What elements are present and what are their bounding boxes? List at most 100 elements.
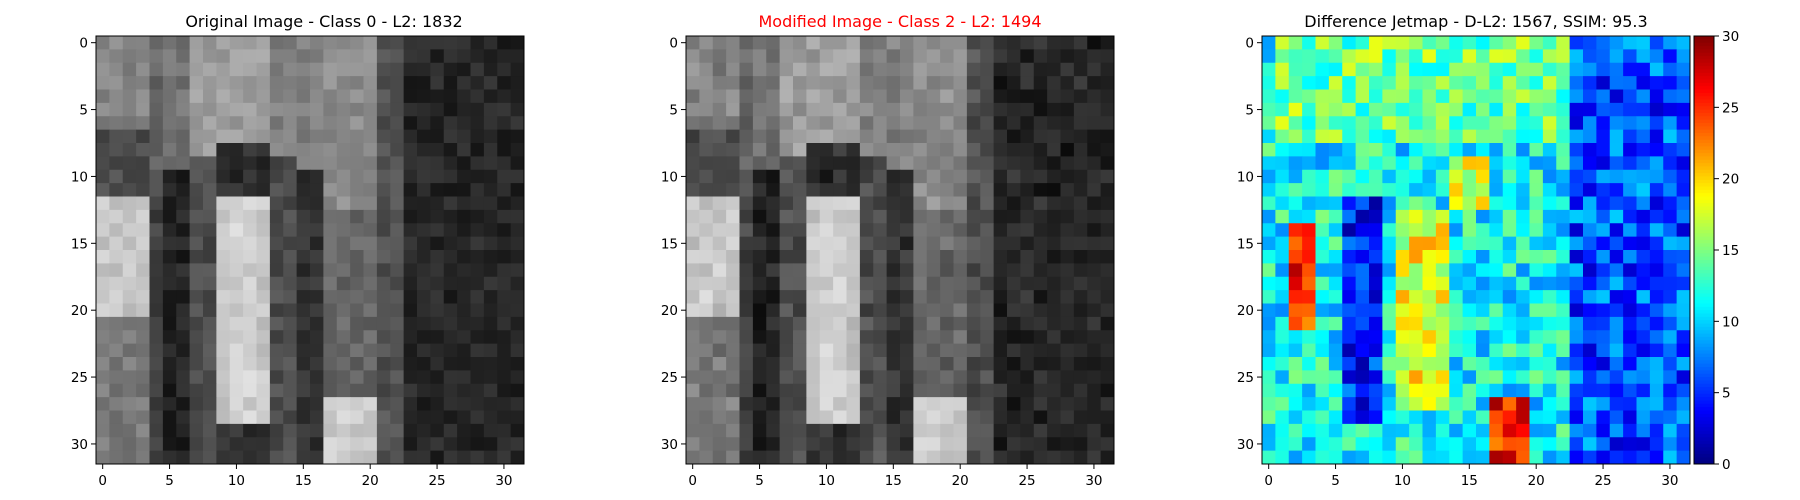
colorbar-step [1694, 360, 1714, 365]
pixel-cell [980, 250, 995, 264]
pixel-cell [323, 357, 338, 371]
pixel-cell [323, 263, 338, 278]
pixel-cell [819, 116, 834, 131]
y-tick-label: 10 [1237, 169, 1254, 185]
pixel-cell [993, 423, 1008, 438]
pixel-cell [470, 250, 485, 264]
colorbar-step [1694, 143, 1714, 147]
pixel-cell [1649, 236, 1664, 251]
pixel-cell [403, 383, 418, 398]
pixel-cell [417, 250, 431, 264]
pixel-cell [926, 116, 941, 131]
pixel-cell [122, 36, 137, 50]
pixel-cell [336, 290, 351, 304]
pixel-cell [1462, 370, 1477, 385]
pixel-cell [203, 62, 217, 77]
pixel-cell [726, 357, 740, 371]
pixel-cell [752, 450, 767, 465]
pixel-cell [1502, 357, 1517, 371]
pixel-cell [430, 423, 445, 438]
pixel-cell [940, 330, 954, 345]
pixel-cell [443, 143, 458, 157]
pixel-cell [1060, 290, 1075, 304]
pixel-cell [1369, 156, 1383, 171]
pixel-cell [1556, 89, 1571, 104]
pixel-cell [310, 196, 324, 211]
pixel-cell [122, 156, 137, 171]
pixel-cell [176, 397, 191, 411]
pixel-cell [1262, 276, 1276, 291]
pixel-cell [1636, 410, 1651, 425]
pixel-cell [1569, 89, 1584, 104]
pixel-cell [243, 209, 257, 224]
pixel-cell [1328, 357, 1343, 371]
pixel-cell [1623, 383, 1637, 398]
pixel-cell [699, 102, 714, 117]
pixel-cell [1556, 209, 1571, 224]
pixel-cell [1020, 116, 1035, 131]
pixel-cell [712, 62, 727, 77]
pixel-cell [953, 196, 968, 211]
pixel-cell [1355, 357, 1370, 371]
pixel-cell [470, 303, 485, 318]
pixel-cell [1395, 250, 1410, 264]
pixel-cell [1342, 330, 1357, 345]
pixel-cell [1422, 250, 1437, 264]
pixel-cell [1355, 343, 1370, 358]
pixel-cell [229, 250, 244, 264]
pixel-cell [859, 36, 874, 50]
pixel-cell [1462, 423, 1477, 438]
pixel-cell [336, 36, 351, 50]
pixel-cell [283, 89, 298, 104]
pixel-cell [1649, 250, 1664, 264]
pixel-cell [699, 276, 714, 291]
pixel-cell [1663, 102, 1678, 117]
pixel-cell [162, 236, 177, 251]
pixel-cell [793, 410, 807, 425]
pixel-cell [779, 236, 794, 251]
pixel-cell [1007, 410, 1021, 425]
pixel-cell [1663, 437, 1678, 452]
pixel-cell [256, 183, 271, 197]
pixel-cell [430, 410, 445, 425]
colorbar-step [1694, 139, 1714, 144]
pixel-cell [189, 89, 204, 104]
pixel-cell [497, 343, 512, 358]
pixel-cell [1409, 143, 1423, 157]
pixel-cell [1007, 357, 1021, 371]
pixel-cell [310, 263, 324, 278]
pixel-cell [1302, 236, 1316, 251]
pixel-cell [176, 196, 191, 211]
pixel-cell [1676, 116, 1691, 131]
pixel-cell [900, 89, 914, 104]
pixel-cell [136, 129, 150, 144]
pixel-cell [886, 49, 901, 64]
pixel-cell [1275, 223, 1290, 238]
pixel-cell [1288, 330, 1303, 345]
pixel-cell [793, 383, 807, 398]
pixel-cell [390, 223, 405, 238]
pixel-cell [122, 209, 137, 224]
pixel-cell [1342, 169, 1357, 184]
pixel-cell [336, 410, 351, 425]
pixel-cell [1033, 290, 1048, 304]
colorbar-step [1694, 129, 1714, 134]
pixel-cell [913, 263, 928, 278]
pixel-cell [1369, 102, 1383, 117]
pixel-cell [900, 209, 914, 224]
pixel-cell [1409, 223, 1423, 238]
pixel-cell [819, 49, 834, 64]
pixel-cell [1275, 169, 1290, 184]
pixel-cell [269, 236, 284, 251]
pixel-cell [189, 62, 204, 77]
pixel-cell [189, 303, 204, 318]
pixel-cell [323, 49, 338, 64]
pixel-cell [953, 330, 968, 345]
pixel-cell [1275, 290, 1290, 304]
pixel-cell [1583, 169, 1597, 184]
pixel-cell [752, 209, 767, 224]
pixel-cell [900, 423, 914, 438]
pixel-cell [96, 410, 110, 425]
pixel-cell [269, 62, 284, 77]
pixel-cell [1542, 437, 1557, 452]
